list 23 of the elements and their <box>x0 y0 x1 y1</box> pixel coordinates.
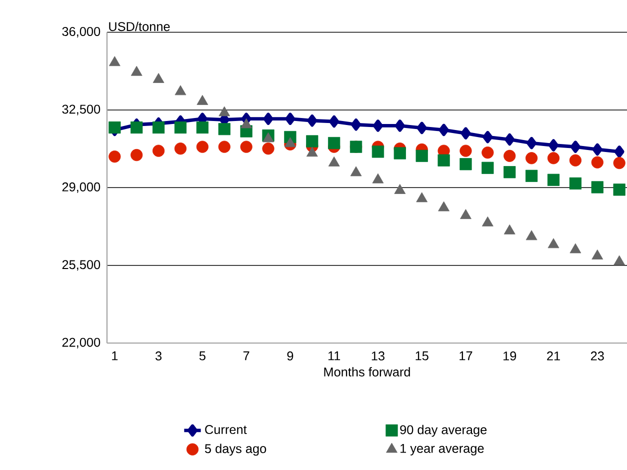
y-tick-label: 29,000 <box>62 182 100 193</box>
x-tick-label: 5 <box>199 351 206 360</box>
x-tick-label: 15 <box>416 351 428 360</box>
x-tick-label: 23 <box>590 351 604 360</box>
x-tick-label: 3 <box>156 351 162 360</box>
legend-label: 90 day average <box>400 424 487 437</box>
x-tick-label: 13 <box>372 351 384 360</box>
y-tick-label: 36,000 <box>62 26 100 38</box>
x-tick-label: 11 <box>328 351 340 360</box>
x-axis-title: Months forward <box>324 367 410 376</box>
x-tick-label: 17 <box>460 351 472 360</box>
x-tick-label: 1 <box>112 351 118 360</box>
y-tick-label: 32,500 <box>62 104 100 116</box>
y-tick-label: 22,000 <box>62 338 100 348</box>
x-tick-label: 7 <box>243 351 250 360</box>
legend-label: 5 days ago <box>204 444 266 456</box>
legend-label: 1 year average <box>400 444 484 456</box>
x-tick-label: 19 <box>504 351 516 360</box>
y-axis-title: USD/tonne <box>109 22 170 31</box>
x-tick-label: 21 <box>547 351 560 360</box>
legend-label: Current <box>205 424 247 434</box>
y-tick-label: 25,500 <box>62 260 100 271</box>
x-tick-label: 9 <box>287 351 294 360</box>
